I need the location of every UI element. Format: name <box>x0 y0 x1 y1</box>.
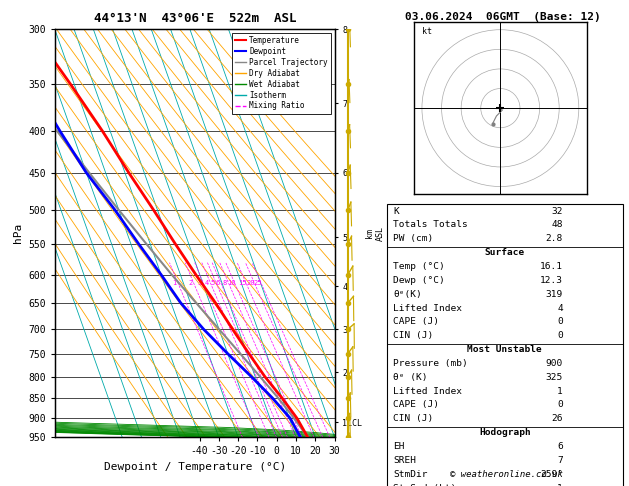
Text: PW (cm): PW (cm) <box>393 234 433 243</box>
Text: StmSpd (kt): StmSpd (kt) <box>393 484 457 486</box>
Text: CAPE (J): CAPE (J) <box>393 317 439 327</box>
Text: 2.8: 2.8 <box>546 234 563 243</box>
Text: 03.06.2024  06GMT  (Base: 12): 03.06.2024 06GMT (Base: 12) <box>405 12 601 22</box>
Text: Lifted Index: Lifted Index <box>393 387 462 396</box>
Text: Surface: Surface <box>485 248 525 257</box>
Text: Hodograph: Hodograph <box>479 428 531 437</box>
Text: 7: 7 <box>557 456 563 465</box>
Text: 8: 8 <box>223 279 227 286</box>
Text: 319: 319 <box>546 290 563 299</box>
Text: 900: 900 <box>546 359 563 368</box>
Text: 3: 3 <box>198 279 202 286</box>
Text: CIN (J): CIN (J) <box>393 331 433 340</box>
Text: 10: 10 <box>227 279 235 286</box>
Text: 26: 26 <box>552 415 563 423</box>
Text: kt: kt <box>422 27 432 35</box>
Text: Totals Totals: Totals Totals <box>393 221 468 229</box>
Text: 32: 32 <box>552 207 563 216</box>
Text: 0: 0 <box>557 331 563 340</box>
Text: 325: 325 <box>546 373 563 382</box>
Legend: Temperature, Dewpoint, Parcel Trajectory, Dry Adiabat, Wet Adiabat, Isotherm, Mi: Temperature, Dewpoint, Parcel Trajectory… <box>231 33 331 114</box>
Text: Temp (°C): Temp (°C) <box>393 262 445 271</box>
Text: CIN (J): CIN (J) <box>393 415 433 423</box>
Text: 5: 5 <box>211 279 214 286</box>
Text: 259°: 259° <box>540 470 563 479</box>
Text: 12.3: 12.3 <box>540 276 563 285</box>
Text: 6: 6 <box>215 279 220 286</box>
Text: Lifted Index: Lifted Index <box>393 303 462 312</box>
Text: 6: 6 <box>557 442 563 451</box>
Text: Dewp (°C): Dewp (°C) <box>393 276 445 285</box>
Text: 25: 25 <box>253 279 262 286</box>
Text: StmDir: StmDir <box>393 470 428 479</box>
Text: 0: 0 <box>557 400 563 410</box>
Text: 1: 1 <box>172 279 177 286</box>
Text: 0: 0 <box>557 317 563 327</box>
Y-axis label: hPa: hPa <box>13 223 23 243</box>
Text: © weatheronline.co.uk: © weatheronline.co.uk <box>450 469 563 479</box>
Text: Most Unstable: Most Unstable <box>467 345 542 354</box>
Text: θᵉ(K): θᵉ(K) <box>393 290 422 299</box>
Y-axis label: km
ASL: km ASL <box>365 226 384 241</box>
X-axis label: Dewpoint / Temperature (°C): Dewpoint / Temperature (°C) <box>104 462 286 472</box>
Text: 44°13'N  43°06'E  522m  ASL: 44°13'N 43°06'E 522m ASL <box>94 12 296 25</box>
Text: 48: 48 <box>552 221 563 229</box>
Text: 2: 2 <box>188 279 192 286</box>
Text: EH: EH <box>393 442 404 451</box>
Text: SREH: SREH <box>393 456 416 465</box>
Text: 1: 1 <box>557 387 563 396</box>
Text: 4: 4 <box>557 303 563 312</box>
Text: 1: 1 <box>557 484 563 486</box>
Text: 4: 4 <box>205 279 209 286</box>
Text: 20: 20 <box>247 279 255 286</box>
Text: θᵉ (K): θᵉ (K) <box>393 373 428 382</box>
Text: K: K <box>393 207 399 216</box>
Text: 16.1: 16.1 <box>540 262 563 271</box>
Text: Pressure (mb): Pressure (mb) <box>393 359 468 368</box>
Text: CAPE (J): CAPE (J) <box>393 400 439 410</box>
Text: 15: 15 <box>238 279 247 286</box>
